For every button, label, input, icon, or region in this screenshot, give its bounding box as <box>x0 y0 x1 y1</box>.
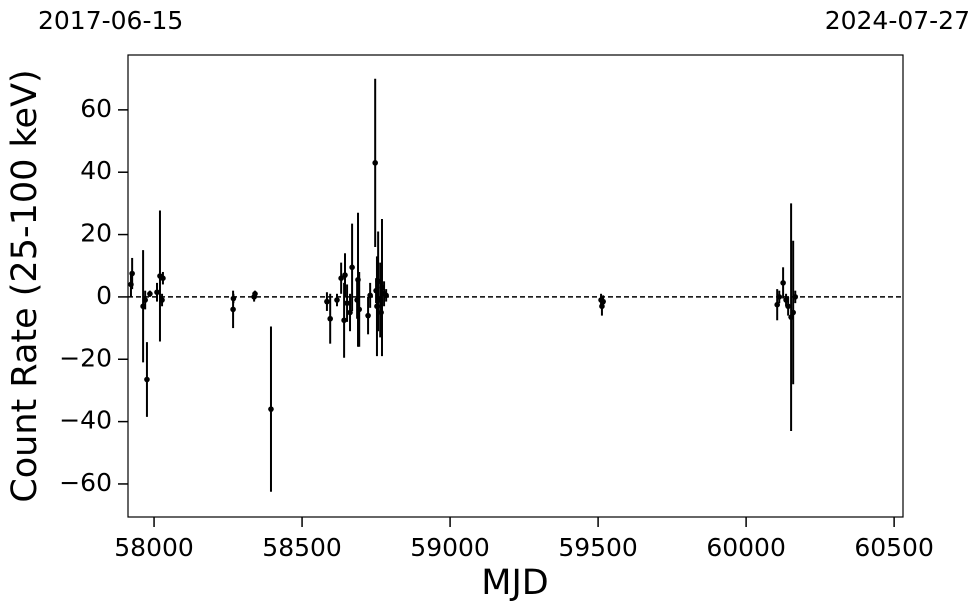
data-point <box>367 292 373 299</box>
x-tick-label: 58000 <box>114 533 194 562</box>
data-point <box>341 317 347 324</box>
data-point <box>792 294 799 300</box>
data-point <box>372 160 378 166</box>
y-axis-label: Count Rate (25-100 keV) <box>5 69 45 502</box>
plot-frame <box>127 54 904 518</box>
x-tick-label: 60500 <box>854 533 934 562</box>
data-point <box>230 295 237 302</box>
data-point <box>600 298 606 305</box>
data-point <box>342 272 348 278</box>
data-point <box>780 280 786 286</box>
x-axis-label: MJD <box>481 563 548 603</box>
data-point <box>383 292 389 299</box>
data-point <box>268 406 274 412</box>
x-tick-label: 60000 <box>706 533 786 562</box>
data-point <box>252 290 258 297</box>
data-point <box>790 309 796 316</box>
y-tick-label: −60 <box>59 468 112 497</box>
y-tick-label: −40 <box>59 406 112 435</box>
data-point <box>147 290 153 297</box>
y-tick-label: 0 <box>96 281 112 310</box>
data-point <box>776 294 783 300</box>
y-tick-label: −20 <box>59 343 112 372</box>
data-point <box>356 306 362 313</box>
data-point <box>347 309 353 316</box>
data-point <box>142 297 148 303</box>
data-point <box>160 275 166 282</box>
data-point <box>324 298 330 305</box>
x-tick-label: 58500 <box>262 533 342 562</box>
data-point <box>344 300 350 306</box>
x-tick-label: 59500 <box>558 533 638 562</box>
data-point <box>230 306 236 313</box>
start-date-label: 2017-06-15 <box>38 6 183 35</box>
data-point <box>365 312 371 319</box>
data-point <box>144 376 150 383</box>
data-point <box>338 275 344 282</box>
end-date-label: 2024-07-27 <box>825 6 970 35</box>
data-point <box>334 297 340 303</box>
data-point <box>154 289 160 296</box>
data-point <box>774 301 780 308</box>
data-point <box>129 270 135 277</box>
data-point <box>785 303 791 310</box>
data-point <box>349 264 355 271</box>
data-point <box>327 315 333 322</box>
x-tick-label: 59000 <box>410 533 490 562</box>
y-tick-label: 40 <box>80 156 112 185</box>
y-tick-label: 60 <box>80 94 112 123</box>
data-point <box>159 297 165 303</box>
y-tick-label: 20 <box>80 219 112 248</box>
